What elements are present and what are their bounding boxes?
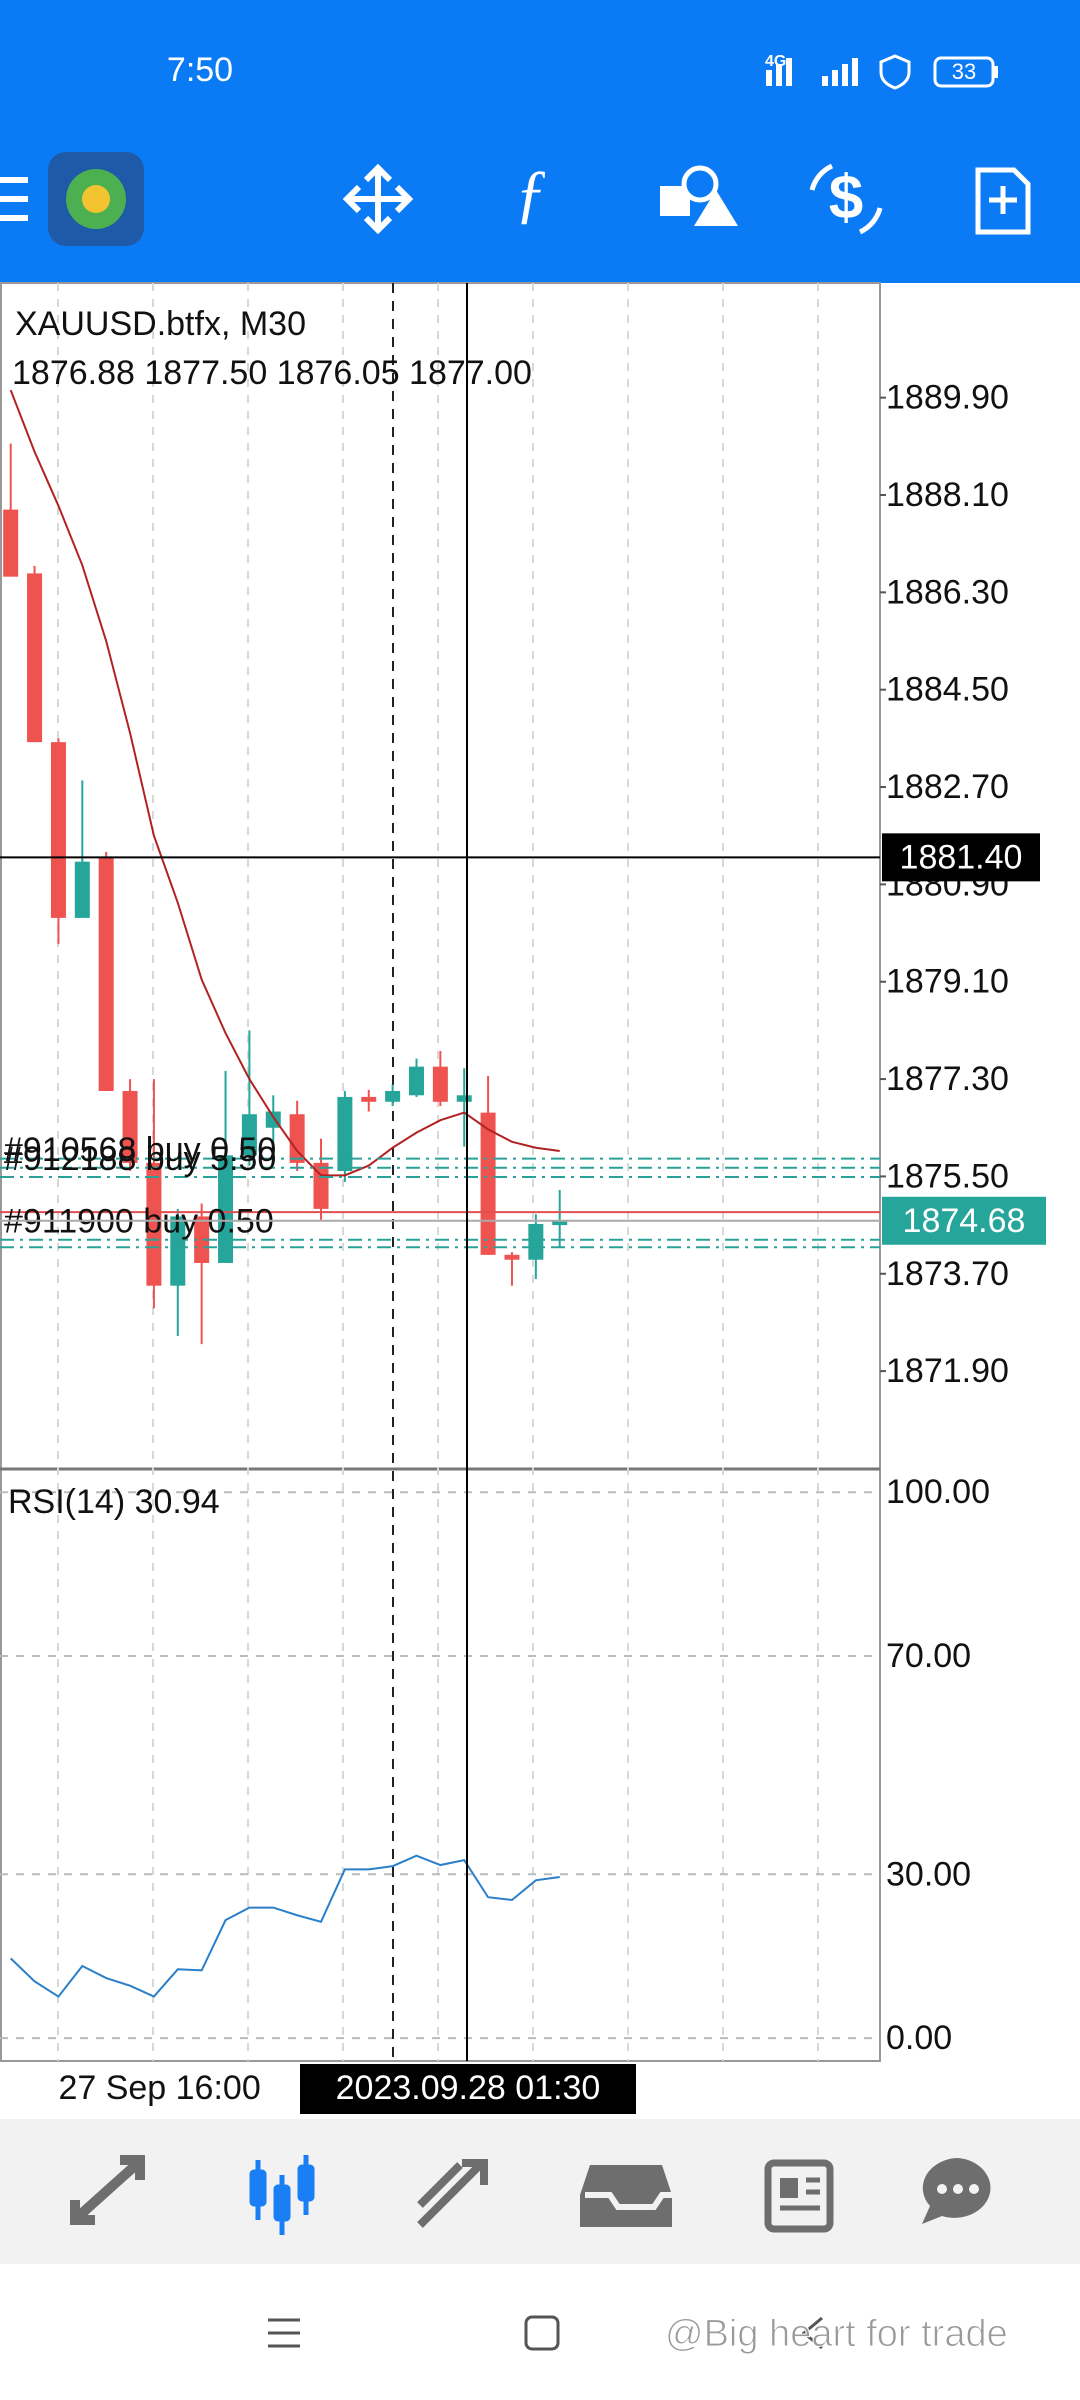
rsi-tick-label: 0.00 — [886, 2019, 952, 2057]
network: 4G — [765, 53, 786, 70]
candle-body — [456, 1095, 472, 1102]
moving-average — [9, 389, 560, 1177]
rsi-title: RSI(14) 30.94 — [8, 1483, 220, 1521]
current-price: 1874.68 — [903, 1202, 1026, 1240]
candle-body — [218, 1155, 234, 1263]
y-tick-label: 1889.90 — [886, 379, 1009, 417]
y-tick-label: 1882.70 — [886, 768, 1009, 806]
y-tick-label: 1888.10 — [886, 476, 1009, 514]
y-tick-label: 1875.50 — [886, 1157, 1009, 1195]
candle-body — [337, 1096, 353, 1172]
candle-body — [194, 1216, 210, 1263]
indicators-button[interactable]: ƒ — [515, 157, 548, 230]
back-button[interactable] — [801, 2316, 823, 2350]
history-tab[interactable] — [580, 2165, 687, 2227]
y-tick-label: 1886.30 — [886, 573, 1009, 611]
candle-body — [289, 1114, 305, 1163]
new-order-button[interactable] — [975, 167, 1031, 235]
candle-body — [170, 1216, 186, 1286]
move-button[interactable] — [342, 163, 414, 235]
quotes-tab[interactable] — [70, 2155, 145, 2225]
candle-body — [74, 861, 90, 918]
chart-tab[interactable] — [249, 2155, 315, 2235]
crosshair-time-box — [300, 2064, 636, 2114]
crosshair-price: 1881.40 — [900, 838, 1023, 876]
y-tick-label: 1879.10 — [886, 963, 1009, 1001]
order-label: #912188 buy 5.50 — [4, 1140, 276, 1178]
candle-body — [27, 573, 43, 743]
candle-body — [552, 1220, 568, 1226]
trade-tab[interactable] — [417, 2159, 488, 2228]
header — [0, 0, 1080, 283]
y-tick-label: 1877.30 — [886, 1060, 1009, 1098]
candle-body — [385, 1090, 401, 1102]
news-tab[interactable] — [764, 2159, 834, 2233]
candle-body — [528, 1224, 544, 1260]
trade-button[interactable]: $ — [809, 163, 883, 235]
menu-button[interactable] — [0, 177, 28, 221]
watermark: @Big heart for trade — [665, 2313, 1008, 2355]
svg-text:$: $ — [829, 163, 863, 232]
candle-body — [480, 1112, 496, 1255]
order-label: #910568 buy 0.50 — [4, 1131, 276, 1169]
candle-body — [3, 509, 19, 577]
x-tick-label: 27 Sep 16:00 — [58, 2069, 260, 2107]
price-box — [882, 1196, 1046, 1245]
y-tick-label: 1873.70 — [886, 1255, 1009, 1293]
svg-text:ƒ: ƒ — [515, 157, 548, 230]
symbol-title: XAUUSD.btfx, M30 — [15, 305, 306, 343]
candle-body — [504, 1254, 520, 1260]
candle-body — [241, 1114, 257, 1156]
candle-body — [146, 1162, 162, 1286]
chart: 1889.901888.101886.301884.501882.701880.… — [0, 282, 1009, 2062]
candle-body — [361, 1096, 377, 1102]
candle-body — [432, 1066, 448, 1102]
crosshair-time: 2023.09.28 01:30 — [336, 2069, 601, 2107]
overlay: XAUUSD.btfx, M30 1876.88 1877.50 1876.05… — [0, 283, 1046, 2061]
battery: 33 — [952, 59, 976, 84]
candle-body — [408, 1066, 424, 1096]
rsi-tick-label: 30.00 — [886, 1855, 971, 1893]
toolbar: ƒ $ — [0, 152, 1031, 246]
recents-button[interactable] — [268, 2318, 300, 2348]
ohlc-readout: 1876.88 1877.50 1876.05 1877.00 — [12, 354, 532, 392]
candle-body — [50, 742, 66, 918]
status-icons: 4G 33 — [765, 53, 998, 90]
y-tick-label: 1871.90 — [886, 1352, 1009, 1390]
bottom-nav-icons — [70, 2155, 991, 2235]
candle-body — [122, 1090, 138, 1163]
clock: 7:50 — [167, 51, 233, 89]
bottom-nav — [0, 2119, 1080, 2264]
app-logo[interactable] — [48, 152, 144, 246]
candle-body — [98, 856, 114, 1091]
rsi-line — [10, 1854, 560, 1998]
home-button[interactable] — [524, 2315, 560, 2351]
crosshair-price-box — [882, 833, 1040, 882]
rsi-tick-label: 70.00 — [886, 1637, 971, 1675]
rsi-tick-label: 100.00 — [886, 1473, 990, 1511]
messages-tab[interactable] — [922, 2158, 991, 2224]
objects-button[interactable] — [660, 165, 738, 226]
y-tick-label: 1884.50 — [886, 671, 1009, 709]
system-nav — [268, 2315, 823, 2351]
